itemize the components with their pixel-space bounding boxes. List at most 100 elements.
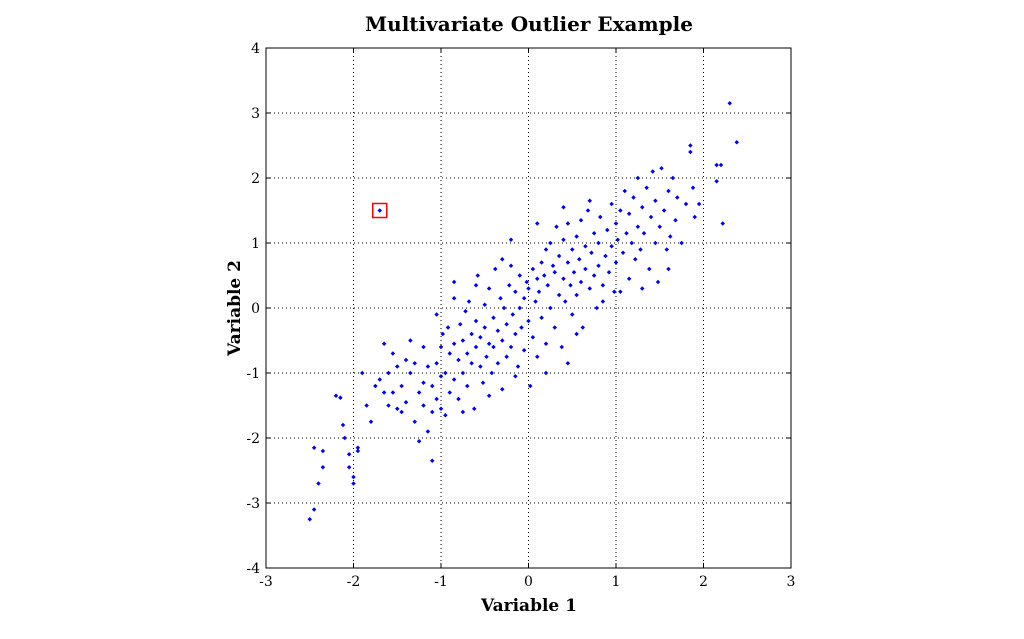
data-point <box>609 243 614 249</box>
data-point <box>412 419 418 425</box>
y-axis-label: Variable 2 <box>225 260 245 357</box>
data-point <box>539 260 544 265</box>
data-point <box>506 282 512 288</box>
data-point <box>565 260 571 265</box>
data-point <box>556 292 562 298</box>
data-point <box>543 370 549 376</box>
data-point <box>561 237 566 243</box>
y-tick-label: 0 <box>251 301 260 317</box>
data-point <box>504 321 509 327</box>
data-point <box>657 224 663 230</box>
data-point <box>718 162 724 168</box>
data-point <box>527 383 533 389</box>
y-tick-label: 3 <box>251 106 260 122</box>
data-point <box>513 331 518 337</box>
data-point <box>495 360 501 366</box>
data-point <box>390 390 396 395</box>
data-point <box>569 247 575 252</box>
data-point <box>495 328 501 334</box>
data-point <box>591 273 597 278</box>
data-point <box>550 263 556 269</box>
data-point <box>556 253 562 259</box>
data-point <box>552 269 558 275</box>
data-point <box>561 204 566 210</box>
data-point <box>386 370 391 376</box>
data-point <box>421 344 426 350</box>
data-point <box>543 341 549 347</box>
data-point <box>438 373 444 379</box>
data-point <box>666 266 671 272</box>
data-point <box>425 429 431 434</box>
data-point <box>622 188 628 194</box>
data-point <box>311 445 317 451</box>
data-point <box>517 305 523 311</box>
y-tick-label: -4 <box>246 561 260 577</box>
data-point <box>664 247 670 252</box>
data-point <box>390 351 396 356</box>
data-point <box>456 357 461 363</box>
data-point <box>600 282 606 288</box>
data-point <box>536 289 542 295</box>
data-point <box>534 354 540 360</box>
data-point <box>464 383 470 389</box>
data-point <box>714 178 719 184</box>
data-point <box>469 331 474 337</box>
data-point <box>576 256 582 262</box>
data-point <box>635 224 641 230</box>
data-point <box>554 224 559 230</box>
data-point <box>434 360 439 366</box>
outlier-highlight-box <box>372 202 388 219</box>
data-point <box>346 464 352 470</box>
data-point <box>611 289 617 295</box>
data-point <box>530 334 536 340</box>
data-point <box>666 188 671 194</box>
data-point <box>524 279 530 285</box>
data-point <box>603 253 608 259</box>
data-point <box>443 370 448 376</box>
data-point <box>720 221 726 226</box>
data-point <box>624 230 629 236</box>
data-point <box>626 276 632 282</box>
data-point <box>342 435 348 441</box>
y-tick-label: -1 <box>246 366 260 382</box>
data-point <box>482 325 488 330</box>
data-point <box>486 393 492 399</box>
data-point <box>578 279 584 285</box>
data-point <box>471 406 477 412</box>
data-point <box>434 312 439 317</box>
data-point <box>534 221 540 226</box>
data-point <box>606 269 612 275</box>
grid-lines <box>266 48 791 568</box>
data-point <box>548 240 553 246</box>
data-point <box>635 175 641 181</box>
data-point <box>513 373 518 379</box>
data-point <box>618 208 623 213</box>
data-point <box>559 344 565 350</box>
data-point <box>338 395 343 400</box>
data-point <box>460 409 466 415</box>
y-tick-label: 4 <box>251 41 260 57</box>
data-point <box>403 357 409 363</box>
data-point <box>734 139 740 145</box>
data-point <box>661 208 667 213</box>
data-point <box>696 201 702 207</box>
data-point <box>412 360 418 366</box>
data-point <box>359 370 365 376</box>
y-tick-label: 2 <box>251 171 260 187</box>
data-point <box>463 308 468 314</box>
data-point <box>492 266 498 272</box>
data-point <box>543 247 549 252</box>
data-point <box>408 338 413 343</box>
data-point <box>604 227 610 233</box>
data-points <box>307 100 740 522</box>
data-point <box>521 295 527 301</box>
data-point <box>460 370 466 376</box>
data-point <box>499 338 505 343</box>
data-point <box>445 325 451 330</box>
outlier-point <box>377 208 383 213</box>
x-tick-label: -1 <box>434 574 448 590</box>
data-point <box>351 481 356 486</box>
data-point <box>499 256 505 262</box>
data-point <box>533 299 538 304</box>
data-point <box>580 325 586 330</box>
